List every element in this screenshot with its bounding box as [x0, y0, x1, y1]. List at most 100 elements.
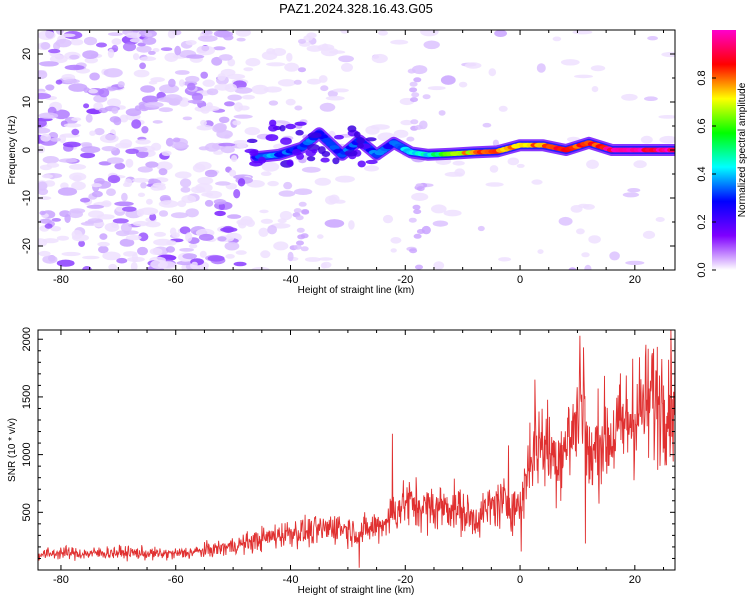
noise-blob: [267, 180, 279, 187]
ridge-side-blob: [295, 129, 304, 136]
snr-y-axis-label: SNR (10 * v/v): [7, 418, 18, 482]
noise-blob: [55, 30, 64, 35]
colorbar-label: Normalized spectral amplitude: [737, 82, 748, 217]
noise-blob: [180, 186, 191, 193]
noise-blob: [132, 253, 138, 263]
noise-blob: [284, 62, 299, 72]
noise-blob: [130, 261, 138, 270]
noise-blob: [48, 48, 61, 54]
x-tick-label: 20: [629, 274, 641, 286]
noise-blob: [224, 83, 237, 93]
noise-blob: [45, 84, 55, 91]
noise-blob: [304, 257, 321, 262]
noise-blob: [300, 246, 309, 252]
noise-blob: [413, 77, 422, 83]
noise-blob: [661, 51, 675, 58]
noise-blob: [227, 214, 242, 219]
noise-blob: [409, 81, 418, 87]
ridge-side-blob: [334, 134, 344, 140]
noise-blob: [135, 139, 151, 145]
ridge-side-blob: [265, 134, 279, 142]
noise-blob: [186, 54, 205, 59]
x-tick-label: -40: [283, 574, 299, 586]
noise-blob: [293, 79, 302, 85]
noise-blob: [115, 206, 126, 213]
noise-blob: [229, 169, 237, 177]
noise-blob: [482, 122, 492, 128]
ridge-cell: [325, 141, 336, 147]
noise-blob: [122, 206, 137, 212]
noise-blob: [348, 220, 355, 230]
noise-blob: [258, 227, 269, 237]
noise-blob: [531, 179, 543, 185]
noise-blob: [277, 79, 296, 87]
colorbar: 0.0 0.2 0.4 0.6 0.8 Normalized spectral ampl…: [696, 30, 748, 278]
noise-blob: [41, 174, 54, 179]
x-tick-label: -60: [168, 274, 184, 286]
noise-blob: [170, 212, 189, 219]
noise-blob: [341, 62, 353, 72]
noise-blob: [200, 71, 208, 79]
noise-blob: [427, 86, 446, 91]
noise-blob: [477, 225, 485, 232]
noise-blob: [293, 188, 313, 195]
noise-blob: [204, 199, 214, 207]
noise-blob: [233, 114, 253, 119]
noise-blob: [245, 219, 255, 227]
noise-blob: [144, 101, 164, 108]
noise-blob: [57, 187, 78, 196]
noise-blob: [38, 112, 59, 119]
noise-blob: [263, 86, 282, 93]
ridge-side-blob: [356, 143, 364, 149]
noise-blob: [114, 162, 126, 170]
noise-blob: [58, 134, 67, 143]
figure-title: PAZ1.2024.328.16.43.G05: [279, 1, 433, 16]
noise-blob: [97, 241, 110, 247]
noise-blob: [141, 95, 159, 104]
noise-blob: [111, 107, 119, 114]
noise-blob: [107, 32, 123, 36]
noise-blob: [116, 257, 128, 264]
ridge-side-blob: [294, 121, 307, 126]
noise-blob: [46, 162, 60, 168]
noise-blob: [99, 134, 119, 143]
noise-blob: [99, 233, 108, 240]
noise-blob: [217, 236, 227, 242]
noise-blob: [204, 142, 220, 152]
noise-blob: [71, 229, 83, 240]
noise-blob: [144, 32, 153, 37]
noise-blob: [150, 184, 163, 191]
snr-plot-area: [37, 329, 676, 571]
noise-blob: [68, 210, 83, 219]
ridge-side-blob: [321, 150, 331, 158]
ridge-side-blob: [365, 137, 377, 142]
noise-blob: [171, 232, 180, 239]
noise-blob: [235, 250, 247, 255]
noise-blob: [407, 68, 416, 74]
noise-blob: [340, 30, 349, 34]
noise-blob: [96, 42, 107, 48]
snr-background: [38, 330, 675, 570]
noise-blob: [158, 107, 173, 113]
noise-blob: [138, 232, 149, 242]
noise-blob: [38, 196, 52, 200]
noise-blob: [233, 140, 248, 145]
y-tick-label: 1000: [21, 442, 33, 466]
noise-blob: [411, 192, 429, 201]
noise-blob: [412, 204, 421, 210]
colorbar-gradient: [712, 30, 736, 270]
noise-blob: [107, 175, 121, 184]
noise-blob: [267, 225, 277, 235]
noise-blob: [132, 220, 149, 227]
noise-blob: [422, 94, 431, 100]
noise-blob: [244, 127, 261, 136]
noise-blob: [40, 133, 51, 142]
noise-blob: [458, 81, 468, 88]
noise-blob: [414, 124, 423, 130]
x-tick-label: -20: [397, 274, 413, 286]
noise-blob: [106, 86, 118, 91]
noise-blob: [410, 97, 418, 103]
noise-blob: [266, 62, 286, 67]
noise-blob: [207, 255, 225, 262]
noise-blob: [158, 210, 169, 217]
